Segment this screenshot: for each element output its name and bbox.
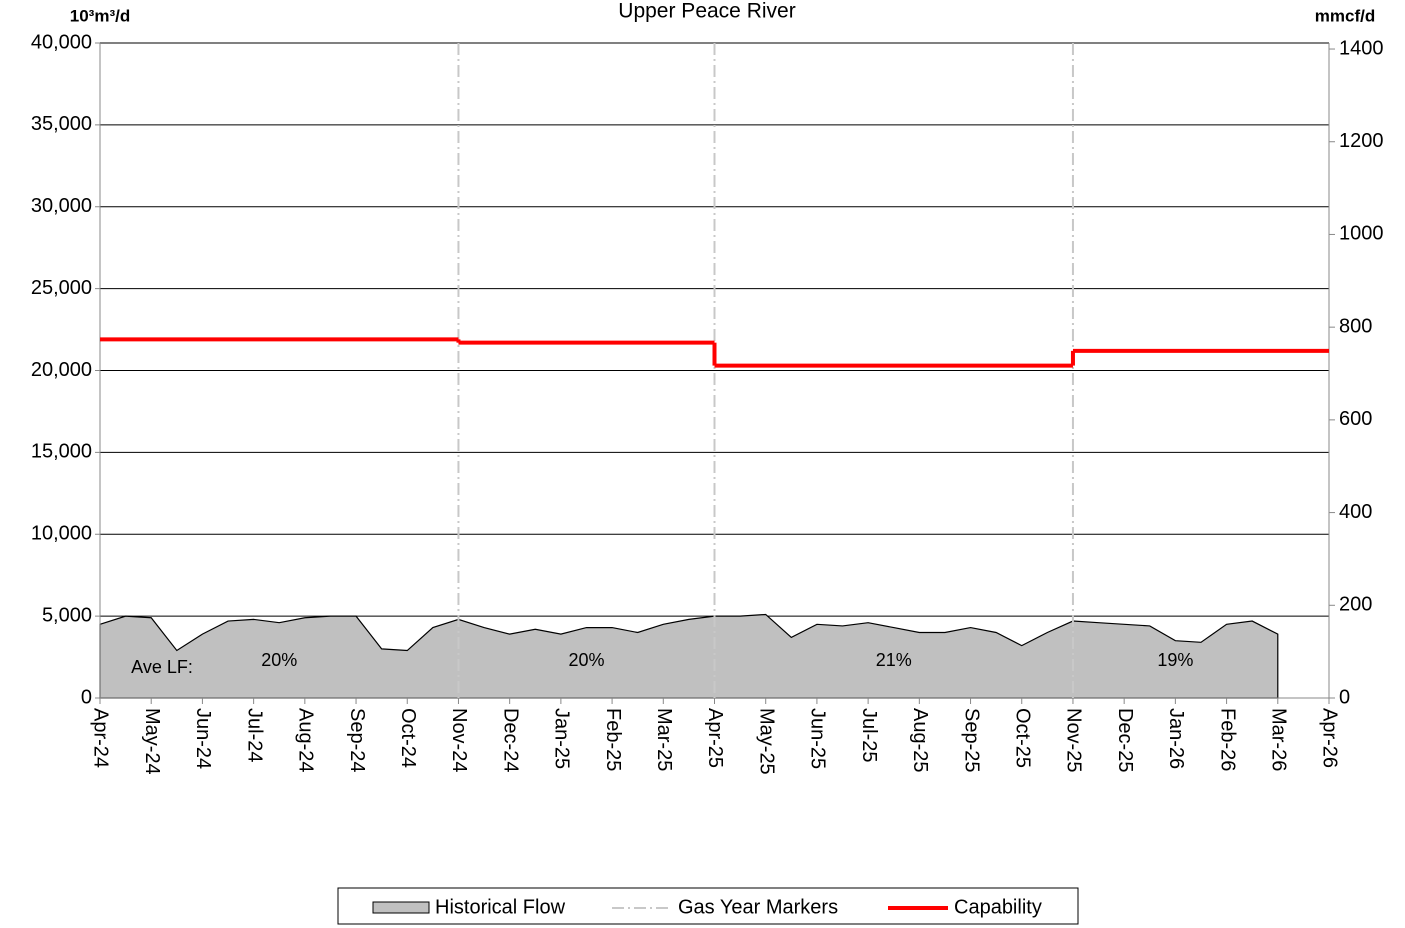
lf-label: 20% [568, 650, 604, 670]
legend-box [337, 887, 1079, 925]
y-tick-label: 5,000 [42, 604, 92, 626]
x-tick-label: Jul-24 [243, 708, 265, 762]
x-tick-label: Jul-25 [858, 708, 880, 762]
legend-swatch [372, 901, 430, 914]
x-tick-label: Apr-26 [1319, 708, 1341, 768]
chart-title: Upper Peace River [618, 0, 795, 23]
x-tick-label: Aug-25 [909, 708, 931, 773]
x-tick-label: Sep-24 [346, 708, 368, 773]
y2-tick-label: 800 [1339, 315, 1372, 337]
x-tick-label: Nov-25 [1063, 708, 1085, 772]
x-tick-label: May-25 [755, 708, 777, 775]
y2-tick-label: 600 [1339, 408, 1372, 430]
y-tick-label: 10,000 [31, 523, 92, 545]
x-tick-label: Oct-25 [1011, 708, 1033, 768]
legend-label: Historical Flow [435, 896, 566, 918]
x-tick-label: Mar-25 [653, 708, 675, 771]
legend-label: Gas Year Markers [678, 896, 838, 918]
x-tick-label: Nov-24 [448, 708, 470, 772]
x-tick-label: Jun-24 [192, 708, 214, 769]
y-tick-label: 30,000 [31, 195, 92, 217]
y-tick-label: 20,000 [31, 359, 92, 381]
x-tick-label: Dec-25 [1114, 708, 1136, 772]
legend-label: Capability [954, 896, 1042, 918]
x-tick-label: Aug-24 [295, 708, 317, 773]
x-tick-label: May-24 [141, 708, 163, 775]
y2-tick-label: 0 [1339, 686, 1350, 708]
x-tick-label: Mar-26 [1268, 708, 1290, 771]
y-tick-label: 25,000 [31, 277, 92, 299]
x-tick-label: Oct-24 [397, 708, 419, 768]
y2-tick-label: 200 [1339, 594, 1372, 616]
flow-area [99, 613, 1279, 699]
x-tick-label: Sep-25 [960, 708, 982, 773]
y-axis-label: 10³m³/d [70, 6, 130, 25]
y-tick-label: 0 [81, 686, 92, 708]
lf-title: Ave LF: [131, 657, 193, 677]
y2-tick-label: 1000 [1339, 223, 1384, 245]
x-tick-label: Feb-26 [1216, 708, 1238, 771]
x-tick-label: Apr-25 [704, 708, 726, 768]
x-tick-label: Jan-26 [1165, 708, 1187, 769]
lf-label: 19% [1157, 650, 1193, 670]
x-tick-label: Jan-25 [551, 708, 573, 769]
y2-tick-label: 1200 [1339, 130, 1384, 152]
y-tick-label: 40,000 [31, 31, 92, 53]
lf-label: 21% [876, 650, 912, 670]
y2-tick-label: 1400 [1339, 37, 1384, 59]
y2-axis-label: mmcf/d [1315, 6, 1375, 25]
y-tick-label: 15,000 [31, 441, 92, 463]
x-tick-label: Feb-25 [602, 708, 624, 771]
x-tick-label: Dec-24 [499, 708, 521, 772]
lf-label: 20% [261, 650, 297, 670]
y-tick-label: 35,000 [31, 113, 92, 135]
y2-tick-label: 400 [1339, 501, 1372, 523]
x-tick-label: Jun-25 [807, 708, 829, 769]
x-tick-label: Apr-24 [90, 708, 112, 768]
